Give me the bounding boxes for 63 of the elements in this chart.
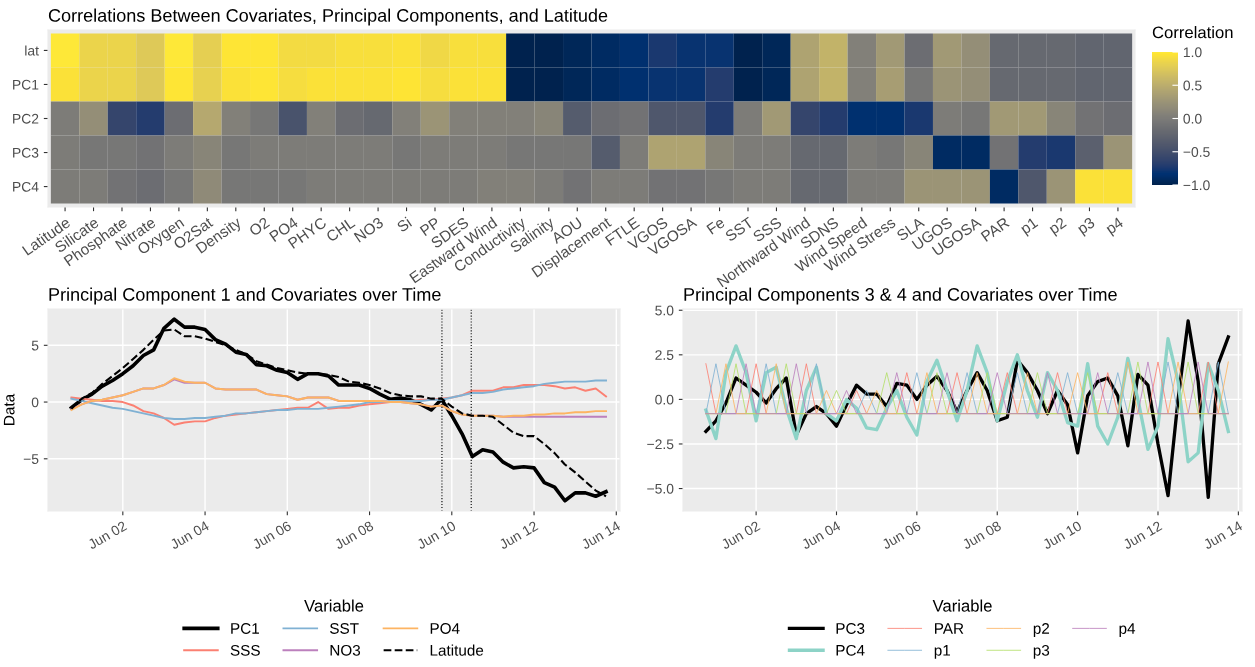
- x-tick-label: Si: [395, 216, 413, 233]
- chart-title: Correlations Between Covariates, Principal Components, and Latitude: [48, 8, 608, 26]
- color-bar-label: 1.0: [1183, 47, 1202, 58]
- color-bar-label: −1.0: [1183, 180, 1210, 191]
- legend-label: SSS: [230, 644, 260, 656]
- y-axis-title: Data: [3, 393, 15, 425]
- x-tick-label: Jun 06: [251, 520, 292, 550]
- y-tick-label: 5.0: [655, 305, 674, 316]
- legend-label: PC3: [836, 623, 865, 634]
- y-tick-label: PC1: [13, 79, 39, 90]
- x-tick-label: Jun 08: [333, 520, 375, 550]
- legend-label: p4: [1119, 623, 1136, 637]
- color-bar-title: Correlation: [1152, 26, 1233, 39]
- legend-label: PAR: [935, 623, 964, 634]
- x-tick-label: Jun 08: [961, 520, 1002, 550]
- x-tick-label: Jun 04: [800, 520, 842, 550]
- x-tick-label: PAR: [980, 216, 1010, 242]
- x-tick-label: Jun 12: [498, 520, 539, 550]
- legend-label: PC1: [231, 623, 259, 634]
- x-tick-label: Jun 02: [87, 520, 128, 550]
- x-tick-label: Jun 06: [881, 520, 922, 550]
- x-tick-label: Fe: [706, 216, 726, 235]
- y-tick-label: −5: [23, 454, 39, 464]
- x-tick-label: SST: [724, 216, 755, 242]
- legend-label: SST: [330, 623, 359, 634]
- x-tick-label: p3: [1076, 216, 1098, 237]
- y-tick-label: 0.0: [655, 394, 674, 405]
- x-tick-label: Jun 12: [1122, 520, 1163, 550]
- chart-title: Principal Components 3 & 4 and Covariates over Time: [684, 287, 1117, 305]
- x-tick-label: Jun 02: [720, 520, 761, 550]
- y-tick-label: 5: [31, 340, 39, 351]
- x-tick-label: Jun 14: [1202, 520, 1244, 550]
- x-tick-label: p4: [1105, 216, 1126, 237]
- y-tick-label: lat: [25, 45, 39, 56]
- x-tick-label: CHL: [325, 216, 356, 243]
- x-tick-label: Jun 10: [1041, 520, 1083, 550]
- color-bar-label: −0.5: [1183, 147, 1210, 157]
- y-tick-label: PC2: [13, 113, 39, 124]
- x-tick-label: Jun 14: [580, 520, 622, 550]
- x-tick-label: Jun 10: [416, 520, 457, 550]
- legend-label: Latitude: [430, 644, 484, 656]
- legend-title: Variable: [932, 599, 992, 612]
- x-tick-label: O2: [248, 216, 271, 237]
- legend-label: PO4: [430, 623, 460, 634]
- y-tick-label: 0: [31, 397, 39, 408]
- legend-label: p3: [1033, 644, 1050, 659]
- chart-title: Principal Component 1 and Covariates over Time: [49, 287, 441, 305]
- y-tick-label: 2.5: [655, 350, 674, 360]
- x-tick-label: Jun 04: [169, 520, 210, 550]
- y-tick-label: PC4: [13, 181, 39, 192]
- x-tick-label: NO3: [353, 216, 384, 243]
- y-tick-label: PC3: [13, 147, 39, 158]
- legend-title: Variable: [304, 599, 364, 612]
- y-tick-label: −5.0: [647, 483, 674, 494]
- x-tick-label: p1: [1019, 216, 1041, 237]
- legend-label: p1: [934, 645, 951, 659]
- legend-label: p2: [1033, 623, 1050, 637]
- y-tick-label: −2.5: [647, 439, 674, 450]
- legend-label: NO3: [330, 644, 361, 656]
- legend-label: PC4: [836, 644, 865, 656]
- x-tick-label: p2: [1048, 216, 1069, 237]
- color-bar-label: 0.0: [1183, 113, 1202, 124]
- color-bar-label: 0.5: [1183, 80, 1202, 91]
